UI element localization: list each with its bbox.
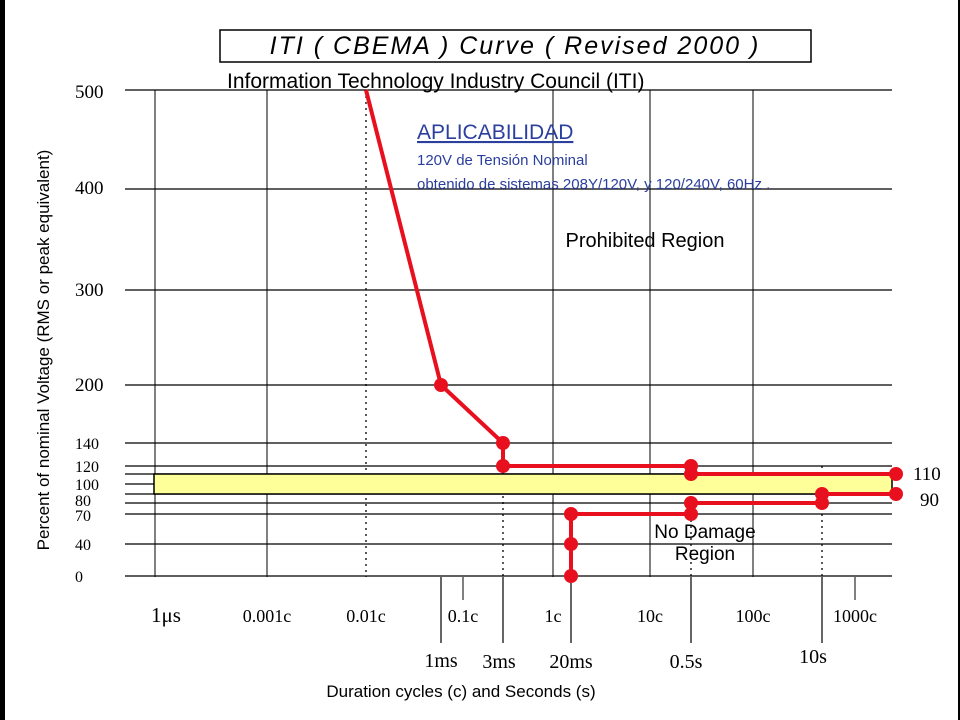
x-seconds-label-20ms: 20ms: [549, 651, 593, 673]
y-tick-label-120: 120: [75, 459, 99, 476]
point-undervoltage-20ms-0: [564, 569, 578, 583]
applicability-line-1: 120V de Tensión Nominal: [417, 152, 588, 169]
x-tick-label-0.1c: 0.1c: [448, 606, 479, 626]
y-tick-label-100: 100: [75, 477, 99, 494]
nominal-voltage-band: [153, 473, 893, 495]
x-tick-label-100c: 100c: [736, 606, 771, 626]
point-undervoltage-20ms-70: [564, 507, 578, 521]
band-label-110: 110: [913, 464, 941, 485]
point-undervoltage-20ms-40: [564, 537, 578, 551]
point-undervoltage-10s-90: [815, 487, 829, 501]
vertical-gridlines: [154, 90, 856, 643]
y-tick-label-300: 300: [75, 280, 104, 301]
y-tick-label-0: 0: [75, 569, 83, 586]
x-tick-labels: 1μs 0.001c 0.01c 0.1c 1c 10c 100c 1000c: [151, 603, 877, 627]
y-tick-label-70: 70: [75, 508, 91, 525]
point-undervoltage-0.5s-80: [684, 496, 698, 510]
x-tick-label-0.01c: 0.01c: [346, 606, 386, 626]
applicability-heading: APLICABILIDAD: [417, 121, 573, 144]
point-overvoltage-3ms-120: [496, 459, 510, 473]
y-tick-label-80: 80: [75, 493, 91, 510]
x-tick-label-0.001c: 0.001c: [243, 606, 292, 626]
x-seconds-label-3ms: 3ms: [482, 651, 516, 673]
x-seconds-label-0.5s: 0.5s: [670, 651, 703, 673]
point-overvoltage-1000c+-110: [889, 467, 903, 481]
x-tick-label-10c: 10c: [637, 606, 663, 626]
no-damage-label-line1: No Damage: [654, 522, 755, 543]
chart-title: ITI ( CBEMA ) Curve ( Revised 2000 ): [270, 32, 761, 60]
x-axis-title: Duration cycles (c) and Seconds (s): [326, 682, 595, 701]
y-tick-label-200: 200: [75, 375, 104, 396]
band-label-90: 90: [920, 490, 939, 511]
applicability-line-2: obtenido de sistemas 208Y/120V, y 120/24…: [417, 176, 770, 193]
chart-subtitle: Information Technology Industry Council …: [227, 70, 644, 93]
y-tick-label-140: 140: [75, 436, 99, 453]
title-box: [219, 29, 812, 63]
x-tick-label-1μs: 1μs: [151, 603, 181, 627]
point-overvoltage-3ms-140: [496, 436, 510, 450]
prohibited-region-label: Prohibited Region: [566, 230, 725, 252]
point-undervoltage-1000c+-90: [889, 487, 903, 501]
y-axis-title: Percent of nominal Voltage (RMS or peak …: [34, 150, 53, 551]
y-tick-label-500: 500: [75, 82, 104, 103]
y-tick-label-40: 40: [75, 537, 91, 554]
no-damage-label-line2: Region: [675, 544, 735, 565]
slide-frame: 0 40 70 80 100 120 140 200 300 400 500 1μs 0.001c 0.…: [5, 0, 958, 720]
point-overvoltage-1ms-200: [434, 378, 448, 392]
x-tick-label-1c: 1c: [545, 606, 562, 626]
x-tick-label-1000c: 1000c: [833, 606, 877, 626]
y-tick-label-400: 400: [75, 178, 104, 199]
x-seconds-labels: 1ms 3ms 20ms 0.5s 10s: [424, 646, 827, 673]
x-seconds-label-1ms: 1ms: [424, 650, 458, 672]
point-overvoltage-0.5s-110: [684, 467, 698, 481]
curve-overvoltage: [364, 89, 896, 476]
point-undervoltage-0.5s-70: [684, 507, 698, 521]
x-seconds-label-10s: 10s: [799, 646, 827, 668]
iti-curve-points: [434, 378, 903, 583]
